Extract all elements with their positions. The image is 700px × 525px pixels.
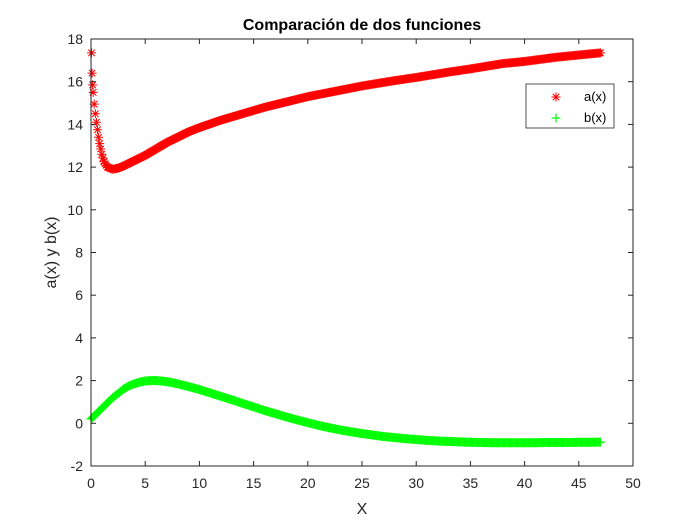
- y-tick-label: 14: [67, 116, 83, 132]
- legend-marker-b: [551, 113, 561, 123]
- data-point: [91, 117, 101, 127]
- data-point: [93, 125, 103, 135]
- x-tick-label: 45: [571, 475, 587, 491]
- y-tick-label: 6: [75, 287, 83, 303]
- y-tick-label: 16: [67, 74, 83, 90]
- x-tick-label: 20: [300, 475, 316, 491]
- x-tick-label: 25: [354, 475, 370, 491]
- data-point: [90, 109, 100, 119]
- data-point: [94, 132, 104, 142]
- data-point: [89, 99, 99, 109]
- legend-label-b: b(x): [584, 110, 606, 125]
- x-tick-label: 40: [517, 475, 533, 491]
- chart-title: Comparación de dos funciones: [243, 17, 481, 34]
- series-b: [86, 376, 605, 448]
- series-layer: [86, 48, 605, 448]
- y-tick-label: 4: [75, 330, 83, 346]
- x-tick-label: 50: [625, 475, 641, 491]
- series-a: [87, 48, 605, 174]
- y-tick-label: 2: [75, 373, 83, 389]
- legend-label-a: a(x): [584, 89, 606, 104]
- y-tick-label: 18: [67, 31, 83, 47]
- y-axis-label: a(x) y b(x): [43, 217, 60, 289]
- x-tick-label: 5: [141, 475, 149, 491]
- x-axis-label: X: [357, 501, 368, 518]
- x-tick-label: 35: [463, 475, 479, 491]
- legend-box: [525, 83, 615, 129]
- data-point: [595, 437, 605, 447]
- data-point: [595, 48, 605, 58]
- legend-asterisk-icon: [551, 92, 561, 102]
- data-point: [87, 48, 97, 58]
- data-point: [87, 68, 97, 78]
- data-point: [88, 87, 98, 97]
- y-tick-label: 10: [67, 202, 83, 218]
- data-point: [88, 80, 98, 90]
- x-tick-label: 0: [87, 475, 95, 491]
- y-tick-label: -2: [71, 458, 84, 474]
- legend-plus-icon: [551, 113, 561, 123]
- y-tick-label: 8: [75, 245, 83, 261]
- y-tick-label: 12: [67, 159, 83, 175]
- legend-marker-a: [551, 92, 561, 102]
- x-tick-label: 30: [408, 475, 424, 491]
- x-tick-label: 10: [192, 475, 208, 491]
- legend: a(x) b(x): [525, 83, 615, 129]
- y-tick-label: 0: [75, 415, 83, 431]
- x-tick-label: 15: [246, 475, 262, 491]
